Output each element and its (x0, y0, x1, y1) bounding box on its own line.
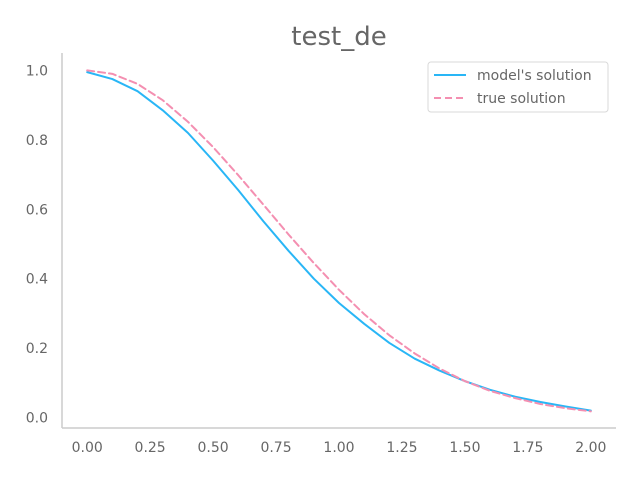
x-tick-label: 0.75 (260, 440, 291, 456)
x-tick-label: 2.00 (575, 440, 606, 456)
y-tick-label: 1.0 (26, 63, 48, 79)
x-tick-label: 0.50 (198, 440, 229, 456)
legend-label: true solution (477, 91, 566, 107)
legend-box (427, 61, 609, 113)
ticks-group: 0.00 0.25 0.50 0.75 1.00 1.25 1.50 1.75 2.00 0.0 0… (26, 63, 607, 456)
y-tick-label: 0.6 (26, 202, 48, 218)
y-tick-label: 0.0 (26, 411, 48, 427)
legend: model's solution true solution (427, 61, 609, 113)
x-tick-label: 0.00 (72, 440, 103, 456)
y-tick-label: 0.8 (26, 133, 48, 149)
series-line-model-solution (86, 71, 592, 412)
x-tick-label: 1.75 (512, 440, 543, 456)
x-tick-label: 1.25 (386, 440, 417, 456)
legend-label: model's solution (477, 68, 592, 84)
x-tick-label: 0.25 (135, 440, 166, 456)
chart-title: test_de (291, 22, 386, 52)
y-tick-label: 0.4 (26, 272, 48, 288)
series-line-true-solution (86, 69, 592, 413)
axes-group (61, 53, 616, 429)
series-lines (86, 69, 592, 413)
x-tick-label: 1.50 (449, 440, 480, 456)
x-tick-label: 1.00 (323, 440, 354, 456)
y-tick-label: 0.2 (26, 341, 48, 357)
